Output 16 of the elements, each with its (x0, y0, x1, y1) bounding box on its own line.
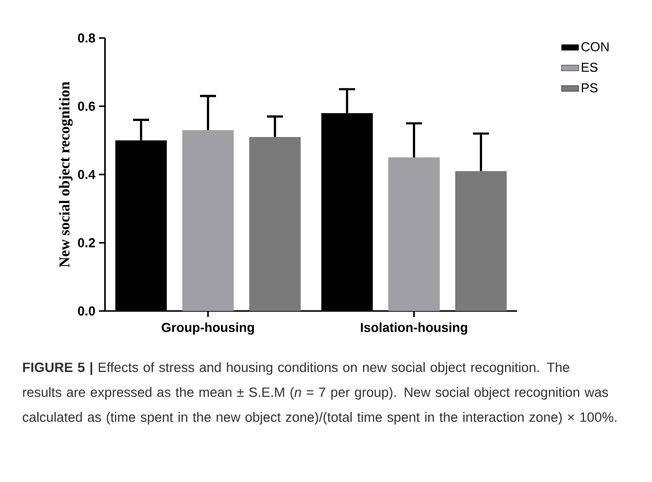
y-tick-label: 0.6 (78, 102, 96, 111)
legend-label: ES (582, 62, 598, 72)
y-tick-label: 0.2 (78, 238, 95, 248)
y-axis-title: New social object recognition (58, 82, 73, 268)
y-tick-label: 0.4 (78, 170, 96, 180)
x-tick-label: Group-housing (162, 322, 254, 335)
x-tick-label: Isolation-housing (360, 322, 468, 335)
bar (455, 171, 507, 311)
legend-label: CON (581, 42, 609, 52)
bar (388, 157, 440, 311)
y-tick-label: 0.0 (78, 306, 95, 316)
legend-label: PS (582, 83, 598, 92)
text: FIGURE 5 | Effects of stress and housing conditions on new social object recognition. The results are expressed as the mean ± S.E.M (n = 7 per group). New social object recognition was calculated as (time spent in the new object zone)/(total time spent in the interaction zone) × 100%. (22, 362, 616, 425)
bar (249, 136, 301, 311)
bar (182, 130, 234, 311)
y-tick-label: 0.8 (78, 33, 96, 43)
